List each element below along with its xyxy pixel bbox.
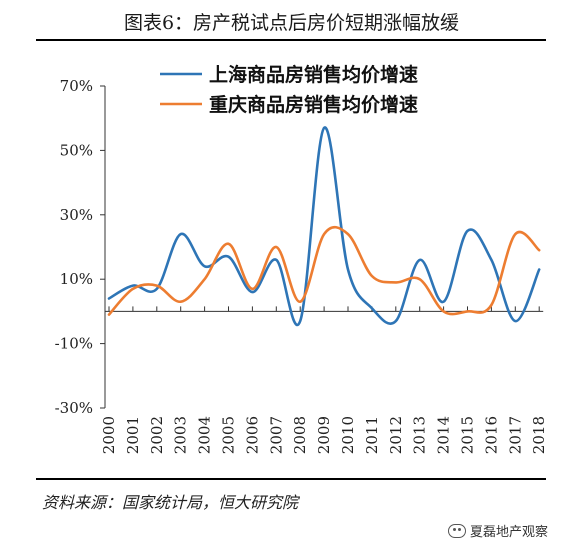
x-tick-label: 2006 — [243, 416, 261, 454]
series-line-1 — [107, 126, 541, 327]
x-tick-label: 2008 — [291, 416, 309, 454]
x-tick-label: 2015 — [459, 416, 477, 454]
watermark: 夏磊地产观察 — [448, 521, 548, 540]
x-tick-label: 2014 — [435, 416, 453, 454]
chart-title: 图表6：房产税试点后房价短期涨幅放缓 — [123, 12, 460, 34]
x-tick-label: 2009 — [315, 416, 333, 454]
y-tick-label: -10% — [55, 335, 93, 353]
x-tick-label: 2003 — [172, 416, 190, 454]
x-tick-label: 2016 — [482, 416, 500, 454]
x-tick-label: 2017 — [506, 416, 524, 454]
x-tick-label: 2012 — [387, 416, 405, 454]
y-tick-label: -30% — [55, 399, 93, 417]
source-rule — [36, 478, 546, 480]
x-tick-label: 2010 — [339, 416, 357, 454]
series-line-2 — [107, 225, 541, 316]
source-note: 资料来源：国家统计局，恒大研究院 — [42, 493, 299, 512]
y-tick-label: 10% — [60, 270, 93, 288]
wechat-icon — [448, 523, 466, 538]
y-tick-label: 30% — [60, 206, 93, 224]
x-tick-label: 2013 — [411, 416, 429, 454]
x-tick-label: 2001 — [124, 416, 142, 454]
x-tick-label: 2005 — [220, 416, 238, 454]
legend-label-1: 上海商品房销售均价增速 — [209, 63, 418, 86]
x-tick-label: 2002 — [148, 416, 166, 454]
y-tick-label: 50% — [60, 141, 93, 159]
x-tick-label: 2007 — [267, 416, 285, 454]
legend-label-2: 重庆商品房销售均价增速 — [209, 93, 418, 116]
x-tick-label: 2011 — [363, 416, 381, 454]
x-tick-label: 2004 — [196, 416, 214, 454]
watermark-text: 夏磊地产观察 — [470, 525, 549, 540]
y-tick-label: 70% — [60, 77, 93, 95]
title-rule — [36, 39, 546, 41]
x-tick-label: 2018 — [530, 416, 548, 454]
x-tick-label: 2000 — [100, 416, 118, 454]
